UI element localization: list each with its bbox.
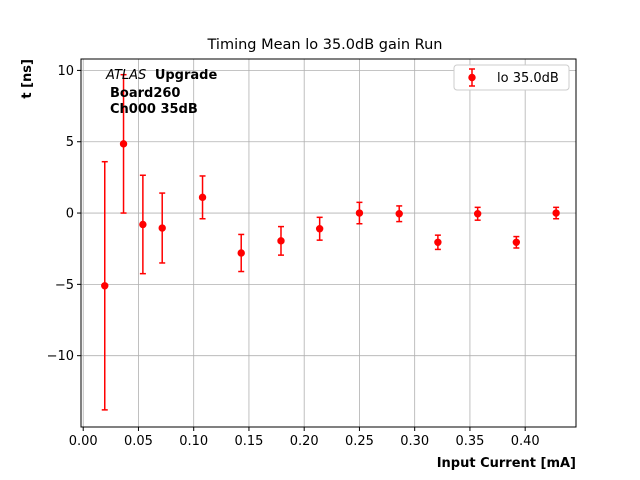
grid-lines	[81, 59, 576, 427]
annotation-atlas: ATLAS	[105, 68, 146, 83]
data-point	[101, 282, 109, 290]
legend-box	[453, 64, 570, 91]
y-tick-label: 5	[66, 135, 74, 150]
chart-title: Timing Mean lo 35.0dB gain Run	[207, 37, 443, 53]
x-tick-label: 0.40	[511, 434, 540, 449]
y-tick-label: 0	[66, 207, 74, 222]
data-point	[355, 209, 364, 217]
x-tick-label: 0.15	[234, 434, 263, 449]
x-axis-ticks: 0.00 0.05 0.10 0.15 0.20 0.25 0.30 0.35 0.40	[69, 427, 540, 449]
y-axis-ticks: 10 5 0 −5 −10	[47, 64, 81, 364]
data-point	[139, 220, 147, 229]
annotation-line1: ATLAS Upgrade	[105, 68, 217, 83]
x-tick-label: 0.35	[455, 434, 484, 449]
data-point	[315, 225, 324, 233]
data-point	[277, 237, 285, 245]
legend-label: lo 35.0dB	[497, 71, 559, 86]
y-tick-label: −10	[47, 349, 74, 364]
x-axis-label: Input Current [mA]	[437, 456, 576, 471]
data-point	[552, 209, 560, 217]
legend-point	[468, 73, 476, 82]
y-axis-label: t [ns]	[20, 59, 35, 99]
annotation-board: Board260	[110, 86, 180, 101]
data-point	[395, 210, 403, 218]
y-tick-label: 10	[57, 64, 74, 79]
x-tick-label: 0.25	[345, 434, 374, 449]
data-point	[512, 238, 521, 246]
data-point	[473, 210, 482, 218]
x-tick-label: 0.00	[69, 434, 98, 449]
x-tick-label: 0.20	[290, 434, 319, 449]
legend-marker	[468, 68, 476, 87]
annotation-upgrade: Upgrade	[155, 68, 218, 83]
plot-frame	[80, 58, 577, 428]
y-tick-label: −5	[55, 278, 74, 293]
data-point	[119, 140, 128, 148]
x-tick-label: 0.05	[124, 434, 153, 449]
data-point	[198, 193, 207, 202]
legend: lo 35.0dB	[453, 64, 570, 91]
data-point	[434, 238, 442, 246]
error-bars	[101, 73, 560, 411]
atlas-annotation: ATLAS Upgrade Board260 Ch000 35dB	[105, 68, 217, 117]
x-tick-label: 0.10	[179, 434, 208, 449]
data-point	[237, 249, 245, 257]
data-point	[158, 224, 166, 232]
data-points	[101, 140, 560, 290]
x-tick-label: 0.30	[400, 434, 429, 449]
annotation-channel: Ch000 35dB	[110, 102, 198, 117]
